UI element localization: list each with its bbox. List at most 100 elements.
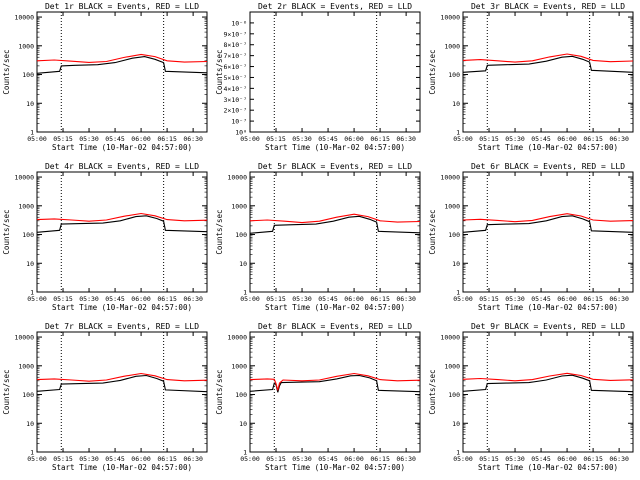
x-tick-label: 05:30 bbox=[505, 135, 525, 143]
x-tick-label: 06:30 bbox=[396, 135, 416, 143]
plot-frame bbox=[462, 331, 634, 453]
y-tick-label: 1 bbox=[456, 129, 460, 137]
x-axis-label: Start Time (10-Mar-02 04:57:00) bbox=[478, 143, 618, 152]
events-series-line bbox=[36, 374, 208, 393]
events-series-line bbox=[36, 56, 208, 74]
lld-series-line bbox=[36, 53, 208, 63]
y-tick-label: 1000 bbox=[231, 202, 247, 210]
y-tick-label: 100 bbox=[448, 71, 460, 79]
y-axis-label: Counts/sec bbox=[428, 209, 437, 254]
x-tick-label: 05:15 bbox=[479, 295, 499, 303]
x-axis-label: Start Time (10-Mar-02 04:57:00) bbox=[52, 143, 192, 152]
x-tick-label: 06:00 bbox=[344, 455, 364, 463]
x-tick-label: 06:15 bbox=[370, 455, 390, 463]
x-tick-label: 05:45 bbox=[531, 455, 551, 463]
y-tick-label: 100 bbox=[22, 231, 34, 239]
x-tick-label: 06:15 bbox=[157, 455, 177, 463]
x-tick-label: 05:30 bbox=[505, 455, 525, 463]
x-tick-label: 05:30 bbox=[292, 295, 312, 303]
plot-frame bbox=[462, 11, 634, 133]
events-series-line bbox=[249, 215, 421, 234]
x-axis-label: Start Time (10-Mar-02 04:57:00) bbox=[265, 463, 405, 472]
x-tick-label: 06:30 bbox=[183, 455, 203, 463]
plot-frame bbox=[36, 171, 208, 293]
y-axis-label: Counts/sec bbox=[215, 49, 224, 94]
events-series-line bbox=[36, 215, 208, 233]
x-tick-label: 05:00 bbox=[453, 135, 473, 143]
x-tick-label: 05:00 bbox=[240, 135, 260, 143]
chart-panel: Det 2r BLACK = Events, RED = LLD 05:00 05:… bbox=[215, 2, 421, 152]
y-tick-label: 10 bbox=[26, 100, 34, 108]
y-tick-label: 1000 bbox=[18, 202, 34, 210]
x-tick-label: 05:45 bbox=[531, 135, 551, 143]
y-axis-label: Counts/sec bbox=[215, 209, 224, 254]
y-tick-label: 100 bbox=[22, 391, 34, 399]
chart-panel: Det 5r BLACK = Events, RED = LLD 05:00 05:… bbox=[215, 162, 421, 312]
chart-title: Det 9r BLACK = Events, RED = LLD bbox=[471, 322, 625, 331]
x-tick-label: 06:00 bbox=[131, 135, 151, 143]
chart-panel: Det 3r BLACK = Events, RED = LLD 05:00 05:… bbox=[428, 2, 634, 152]
x-tick-label: 05:15 bbox=[53, 455, 73, 463]
x-tick-label: 06:30 bbox=[609, 455, 629, 463]
x-axis-label: Start Time (10-Mar-02 04:57:00) bbox=[52, 463, 192, 472]
y-tick-label: 10000 bbox=[440, 174, 460, 182]
x-tick-label: 05:45 bbox=[318, 295, 338, 303]
x-axis-label: Start Time (10-Mar-02 04:57:00) bbox=[478, 463, 618, 472]
chart-title: Det 1r BLACK = Events, RED = LLD bbox=[45, 2, 199, 11]
plot-frame bbox=[249, 11, 421, 133]
x-tick-label: 06:00 bbox=[557, 295, 577, 303]
x-tick-label: 06:00 bbox=[344, 135, 364, 143]
y-tick-label: 1 bbox=[243, 289, 247, 297]
x-tick-label: 06:30 bbox=[183, 295, 203, 303]
events-series-line bbox=[462, 215, 634, 233]
x-tick-label: 06:15 bbox=[157, 135, 177, 143]
plot-frame bbox=[36, 11, 208, 133]
y-tick-label: 5×10⁻⁷ bbox=[224, 74, 247, 82]
x-tick-label: 06:00 bbox=[557, 455, 577, 463]
x-tick-label: 05:00 bbox=[240, 455, 260, 463]
x-tick-label: 05:45 bbox=[531, 295, 551, 303]
x-tick-label: 05:00 bbox=[453, 455, 473, 463]
chart-title: Det 7r BLACK = Events, RED = LLD bbox=[45, 322, 199, 331]
x-axis-label: Start Time (10-Mar-02 04:57:00) bbox=[265, 143, 405, 152]
y-tick-label: 10000 bbox=[227, 174, 247, 182]
y-tick-label: 1000 bbox=[18, 42, 34, 50]
y-tick-label: 4×10⁻⁷ bbox=[224, 85, 247, 93]
y-tick-label: 1 bbox=[30, 289, 34, 297]
chart-panel: Det 6r BLACK = Events, RED = LLD 05:00 05:… bbox=[428, 162, 634, 312]
y-tick-label: 10000 bbox=[14, 174, 34, 182]
chart-title: Det 8r BLACK = Events, RED = LLD bbox=[258, 322, 412, 331]
events-series-line bbox=[462, 374, 634, 393]
y-tick-label: 10⁻⁷ bbox=[231, 118, 247, 126]
x-tick-label: 06:30 bbox=[396, 295, 416, 303]
x-tick-label: 06:30 bbox=[396, 455, 416, 463]
y-axis-label: Counts/sec bbox=[428, 49, 437, 94]
lld-series-line bbox=[462, 53, 634, 63]
y-tick-label: 1000 bbox=[444, 362, 460, 370]
x-tick-label: 06:00 bbox=[131, 455, 151, 463]
y-tick-label: 10000 bbox=[14, 14, 34, 22]
x-tick-label: 05:15 bbox=[266, 295, 286, 303]
chart-panel: Det 7r BLACK = Events, RED = LLD 05:00 05:… bbox=[2, 322, 208, 472]
y-tick-label: 1000 bbox=[231, 362, 247, 370]
x-tick-label: 05:30 bbox=[79, 135, 99, 143]
y-tick-label: 10 bbox=[452, 420, 460, 428]
y-tick-label: 9×10⁻⁷ bbox=[224, 30, 247, 38]
lld-series-line bbox=[249, 213, 421, 224]
x-tick-label: 05:00 bbox=[453, 295, 473, 303]
x-tick-label: 06:30 bbox=[609, 135, 629, 143]
y-tick-label: 100 bbox=[448, 231, 460, 239]
x-tick-label: 06:15 bbox=[157, 295, 177, 303]
x-tick-label: 05:15 bbox=[53, 135, 73, 143]
y-tick-label: 10 bbox=[239, 260, 247, 268]
events-series-line bbox=[249, 374, 421, 393]
y-tick-label: 10000 bbox=[14, 334, 34, 342]
y-tick-label: 10⁻⁶ bbox=[231, 19, 247, 27]
x-axis-label: Start Time (10-Mar-02 04:57:00) bbox=[52, 303, 192, 312]
x-tick-label: 05:30 bbox=[292, 455, 312, 463]
y-tick-label: 10⁰ bbox=[235, 129, 247, 137]
chart-panel: Det 9r BLACK = Events, RED = LLD 05:00 05:… bbox=[428, 322, 634, 472]
y-axis-label: Counts/sec bbox=[2, 49, 11, 94]
y-tick-label: 10000 bbox=[440, 334, 460, 342]
